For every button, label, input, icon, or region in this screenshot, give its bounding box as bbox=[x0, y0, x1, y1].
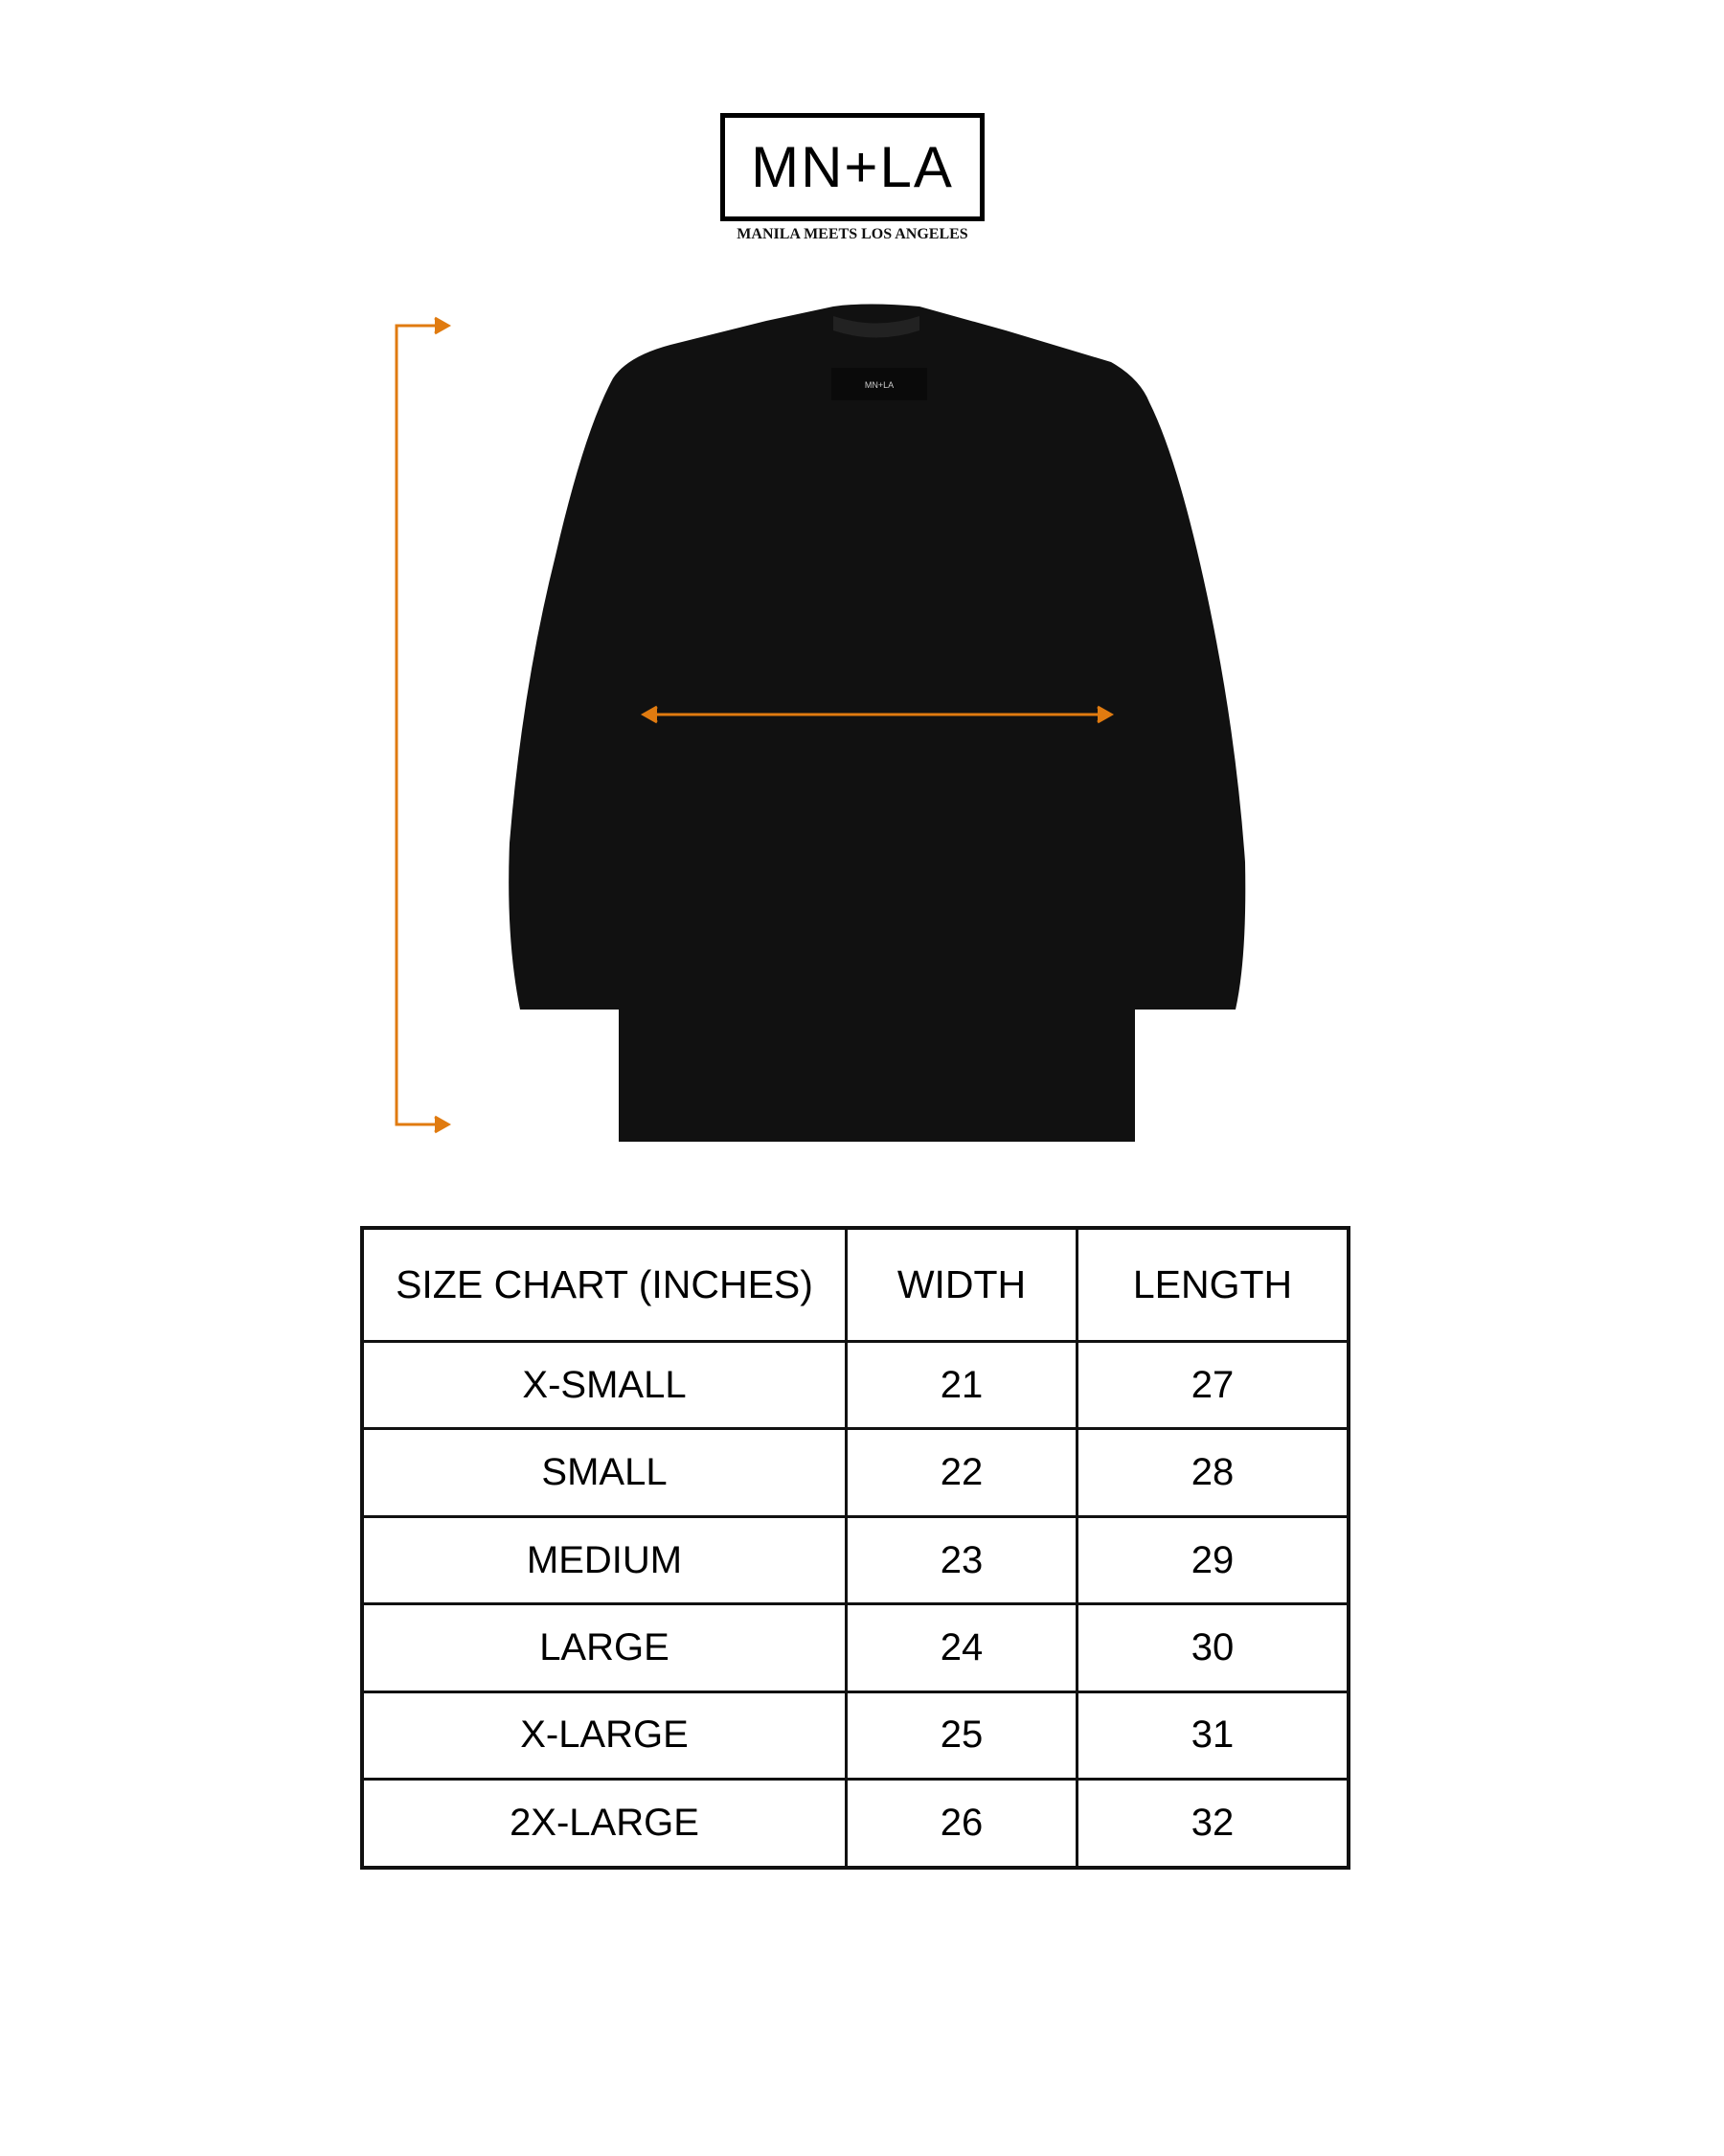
shirt-measurement-diagram: MN+LA bbox=[395, 304, 1246, 1142]
length-cell: 27 bbox=[1076, 1339, 1350, 1431]
header-width: WIDTH bbox=[845, 1226, 1078, 1343]
header-length: LENGTH bbox=[1076, 1226, 1350, 1343]
size-cell: MEDIUM bbox=[360, 1514, 848, 1606]
logo-text: MN+LA bbox=[751, 135, 954, 199]
size-cell: LARGE bbox=[360, 1602, 848, 1693]
table-row: 2X-LARGE 26 32 bbox=[360, 1778, 1350, 1870]
shirt-tag-text: MN+LA bbox=[865, 380, 894, 390]
table-row: LARGE 24 30 bbox=[360, 1602, 1350, 1693]
width-cell: 21 bbox=[845, 1339, 1078, 1431]
header-size: SIZE CHART (INCHES) bbox=[360, 1226, 848, 1343]
size-cell: X-SMALL bbox=[360, 1339, 848, 1431]
shirt-tag bbox=[831, 368, 927, 400]
length-cell: 29 bbox=[1076, 1514, 1350, 1606]
size-chart-table: SIZE CHART (INCHES) WIDTH LENGTH X-SMALL… bbox=[360, 1226, 1350, 1870]
table-row: SMALL 22 28 bbox=[360, 1427, 1350, 1518]
table-row: X-LARGE 25 31 bbox=[360, 1690, 1350, 1782]
width-cell: 22 bbox=[845, 1427, 1078, 1518]
length-arrow bbox=[395, 316, 452, 1134]
shirt-illustration bbox=[509, 304, 1246, 1142]
width-cell: 24 bbox=[845, 1602, 1078, 1693]
brand-logo: MN+LA bbox=[720, 113, 985, 221]
width-cell: 23 bbox=[845, 1514, 1078, 1606]
logo-tagline: MANILA MEETS LOS ANGELES bbox=[737, 226, 968, 242]
length-cell: 28 bbox=[1076, 1427, 1350, 1518]
width-cell: 26 bbox=[845, 1778, 1078, 1870]
size-cell: 2X-LARGE bbox=[360, 1778, 848, 1870]
length-cell: 31 bbox=[1076, 1690, 1350, 1782]
length-cell: 30 bbox=[1076, 1602, 1350, 1693]
length-cell: 32 bbox=[1076, 1778, 1350, 1870]
size-cell: SMALL bbox=[360, 1427, 848, 1518]
table-header-row: SIZE CHART (INCHES) WIDTH LENGTH bbox=[360, 1226, 1350, 1343]
table-row: MEDIUM 23 29 bbox=[360, 1514, 1350, 1606]
size-cell: X-LARGE bbox=[360, 1690, 848, 1782]
width-arrow bbox=[640, 705, 1115, 724]
width-cell: 25 bbox=[845, 1690, 1078, 1782]
table-row: X-SMALL 21 27 bbox=[360, 1339, 1350, 1431]
